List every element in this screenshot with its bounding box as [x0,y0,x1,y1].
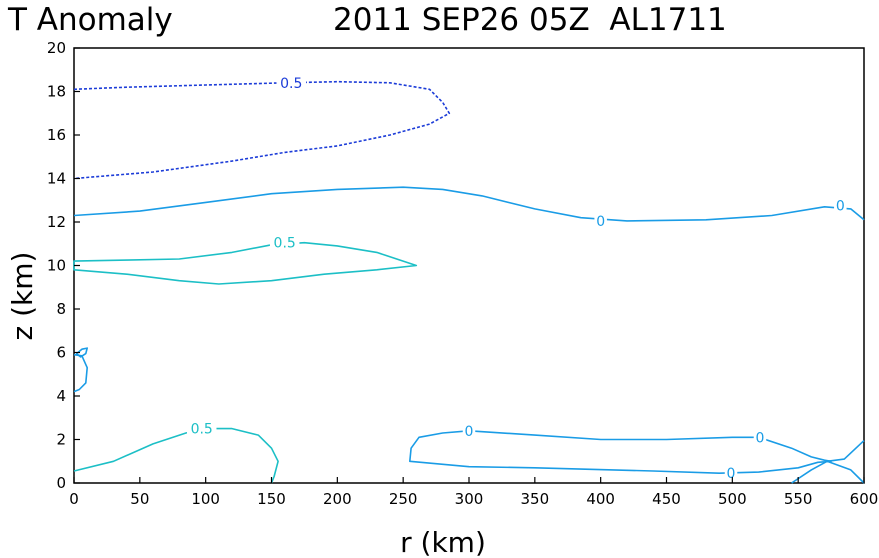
contour-label: 0 [836,199,845,215]
contour-label: 0 [756,430,765,446]
y-tick-label: 6 [56,344,66,362]
contour-label-bg [276,74,306,91]
x-tick-label: 50 [130,490,149,508]
contour-0-right-corner-2 [826,460,865,484]
x-axis-title: r (km) [400,526,486,558]
x-tick-label: 300 [455,490,484,508]
plot-frame [73,47,865,484]
y-tick-label: 20 [47,39,66,57]
x-tick-label: 100 [191,490,220,508]
contour-label: 0 [465,424,474,440]
chart-title-left: T Anomaly [7,2,173,38]
contour-label-bg [594,212,607,229]
contour-label: 0 [596,214,605,230]
y-tick-label: 10 [47,257,66,275]
contour-0.5-low [73,427,279,484]
contour-neg-0.5-upper [73,80,451,180]
x-tick-label: 600 [850,490,879,508]
contour-0-mid [73,186,865,222]
x-tick-label: 450 [652,490,681,508]
y-tick-label: 18 [47,83,66,101]
x-axis-ticks: 0 50 100 150 200 250 300 350 400 450 500 550 600 [69,477,878,508]
y-axis-ticks: 0 2 4 6 8 10 12 14 16 18 20 [47,39,80,492]
y-tick-label: 12 [47,213,66,231]
x-tick-label: 550 [784,490,813,508]
contour-label: 0.5 [191,422,213,438]
x-tick-label: 350 [521,490,550,508]
contour-0-small-loop [75,347,88,358]
x-tick-label: 250 [389,490,418,508]
x-tick-label: 200 [323,490,352,508]
y-axis-title: z (km) [6,252,39,341]
x-tick-label: 500 [718,490,747,508]
contour-0-low-loop [409,430,832,474]
contour-label-bg [834,197,847,214]
y-tick-label: 14 [47,170,66,188]
contour-label-bg [269,234,300,251]
contour-label-bg [462,422,476,439]
y-tick-label: 16 [47,126,66,144]
contour-0-left-edge [73,353,88,393]
contour-lines [73,80,865,484]
contour-label: 0 [727,466,736,482]
y-tick-label: 0 [56,474,66,492]
y-tick-label: 8 [56,300,66,318]
contour-label-bg [753,429,767,446]
contour-0.5-mid [73,241,418,285]
y-tick-label: 2 [56,431,66,449]
chart-title-right: 2011 SEP26 05Z AL1711 [333,2,727,38]
contour-label-bg [186,420,217,437]
contour-labels: 0.5 0 0 0.5 0.5 0 0 0 [186,74,847,482]
contour-label: 0.5 [274,236,296,252]
x-tick-label: 400 [586,490,615,508]
contour-label-bg [724,465,738,482]
y-tick-label: 4 [56,387,66,405]
contour-label: 0.5 [280,76,302,92]
x-tick-label: 150 [257,490,286,508]
x-tick-label: 0 [69,490,79,508]
